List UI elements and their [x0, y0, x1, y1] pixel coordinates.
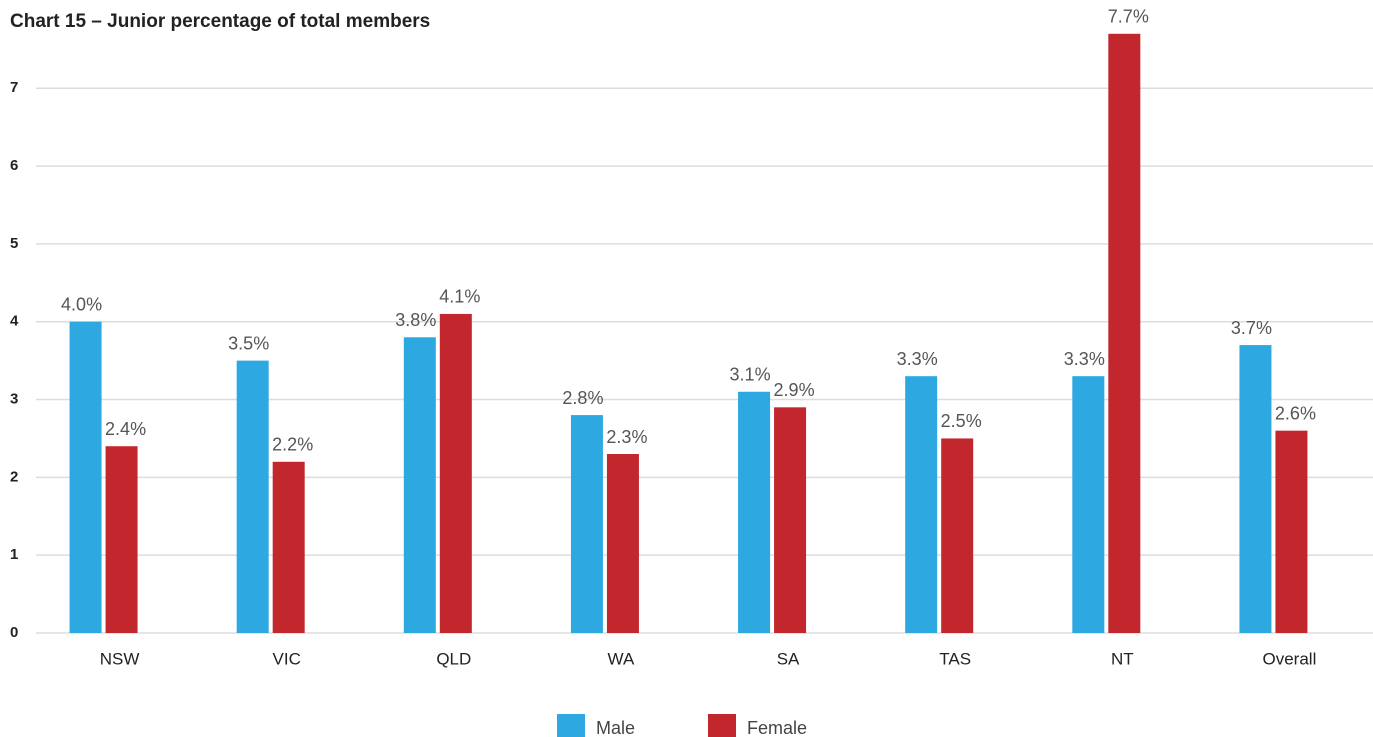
x-tick-label: QLD — [436, 649, 471, 668]
bar — [1108, 33, 1141, 634]
bar — [570, 415, 603, 633]
value-label: 3.5% — [228, 333, 269, 353]
bar — [941, 438, 974, 633]
x-tick-label: TAS — [939, 649, 971, 668]
legend-label: Female — [747, 718, 807, 737]
value-label: 4.1% — [439, 287, 480, 307]
value-label: 2.4% — [105, 419, 146, 439]
value-label: 3.3% — [1064, 349, 1105, 369]
value-label: 3.1% — [730, 365, 771, 385]
x-tick-label: VIC — [273, 649, 301, 668]
bar — [905, 376, 938, 633]
value-label: 2.5% — [941, 411, 982, 431]
y-tick-label: 0 — [10, 624, 18, 641]
y-tick-label: 1 — [10, 546, 18, 563]
value-label: 2.3% — [606, 427, 647, 447]
bar — [105, 446, 138, 633]
bar — [1072, 376, 1105, 633]
x-tick-label: SA — [777, 649, 800, 668]
bar — [606, 454, 639, 633]
bar — [738, 391, 771, 633]
legend-swatch — [557, 714, 585, 737]
value-label: 2.9% — [774, 380, 815, 400]
y-tick-label: 5 — [10, 235, 18, 252]
x-tick-label: NSW — [100, 649, 140, 668]
bar — [236, 360, 269, 633]
value-label: 2.8% — [562, 388, 603, 408]
x-tick-label: NT — [1111, 649, 1134, 668]
value-label: 3.3% — [897, 349, 938, 369]
y-tick-label: 2 — [10, 468, 18, 485]
value-label: 2.6% — [1275, 403, 1316, 423]
bar — [774, 407, 807, 633]
bar — [439, 313, 472, 633]
value-label: 3.8% — [395, 310, 436, 330]
y-tick-label: 3 — [10, 391, 18, 408]
value-label: 3.7% — [1231, 318, 1272, 338]
value-label: 4.0% — [61, 294, 102, 314]
bar — [403, 337, 436, 633]
bar — [1239, 345, 1272, 633]
bar — [69, 321, 102, 633]
value-label: 7.7% — [1108, 7, 1149, 27]
x-tick-label: WA — [608, 649, 635, 668]
x-tick-label: Overall — [1263, 649, 1317, 668]
y-tick-label: 4 — [10, 313, 19, 330]
bar — [1275, 430, 1308, 633]
legend-label: Male — [596, 718, 635, 737]
legend-swatch — [708, 714, 736, 737]
chart-title: Chart 15 – Junior percentage of total me… — [10, 11, 430, 32]
y-tick-label: 6 — [10, 157, 18, 174]
y-tick-label: 7 — [10, 79, 18, 96]
bar — [272, 461, 305, 633]
value-label: 2.2% — [272, 435, 313, 455]
